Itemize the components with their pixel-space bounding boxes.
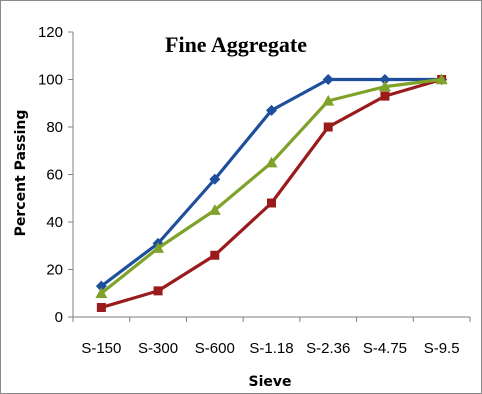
x-tick-label: S-300 [138,340,178,357]
data-point [322,94,335,106]
data-point [322,74,334,85]
y-tick-label: 120 [38,24,63,41]
y-axis-title: Percent Passing [13,110,29,237]
data-point [210,250,220,260]
data-point [96,303,106,312]
data-point [153,286,163,296]
x-tick-label: S-1.18 [249,340,293,357]
x-tick-label: S-150 [81,340,121,357]
data-point [267,198,276,208]
x-tick-label: S-4.75 [363,340,407,357]
data-point [380,91,390,101]
y-tick-label: 60 [46,167,63,184]
y-tick-label: 0 [55,309,63,326]
data-point [152,242,165,253]
data-point [265,156,278,168]
chart-title: Fine Aggregate [165,32,307,57]
x-tick-label: S-600 [195,340,235,357]
x-tick-label: S-9.5 [424,340,460,357]
y-tick-label: 80 [46,119,63,136]
y-tick-label: 40 [46,214,63,231]
data-point [95,287,108,299]
y-tick-label: 100 [38,72,63,89]
data-point [323,122,333,132]
y-tick-label: 20 [46,262,63,279]
data-point [435,73,448,85]
x-axis-title: Sieve [249,374,292,390]
data-point [266,104,277,116]
x-tick-label: S-2.36 [306,340,350,357]
data-point [209,173,221,185]
data-point [95,280,107,292]
data-point [378,80,391,92]
data-point [379,74,391,85]
data-point [208,204,221,215]
series-3 [95,73,448,299]
